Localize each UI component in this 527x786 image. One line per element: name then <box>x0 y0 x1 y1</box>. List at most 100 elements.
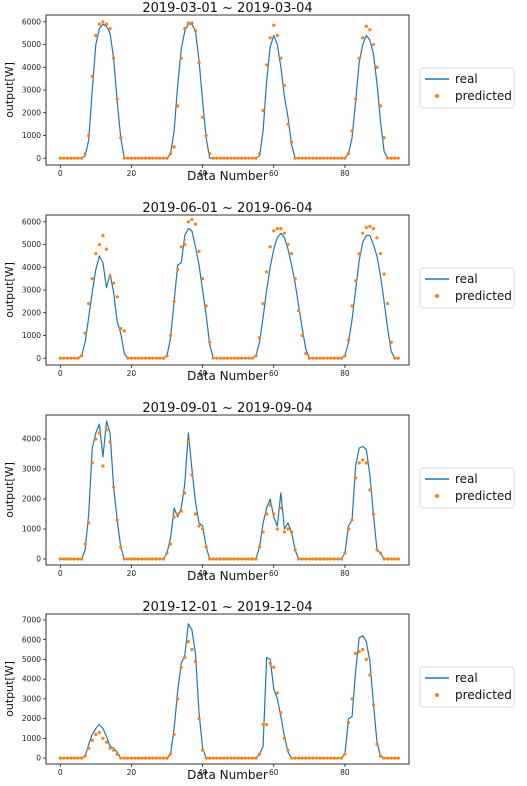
predicted-point <box>161 756 166 760</box>
x-tick-label: 20 <box>127 369 137 378</box>
predicted-point <box>354 279 358 283</box>
predicted-point <box>307 356 311 360</box>
predicted-point <box>115 518 119 522</box>
predicted-point <box>325 356 329 360</box>
predicted-point <box>329 756 333 760</box>
predicted-point <box>343 156 347 160</box>
y-tick-label: 4000 <box>22 263 41 272</box>
predicted-point <box>147 356 151 360</box>
predicted-point <box>339 756 343 760</box>
y-tick-label: 3000 <box>22 694 41 703</box>
predicted-point <box>318 356 322 360</box>
plot-frame <box>45 613 410 765</box>
predicted-point <box>289 756 294 760</box>
predicted-point <box>364 657 368 661</box>
predicted-point <box>289 530 294 534</box>
predicted-point <box>329 356 333 360</box>
predicted-point <box>240 156 244 160</box>
predicted-point <box>83 542 87 546</box>
x-tick-label: 40 <box>198 768 208 777</box>
predicted-point <box>200 115 205 119</box>
predicted-point <box>204 756 208 760</box>
predicted-point <box>382 136 386 140</box>
predicted-point <box>193 29 198 33</box>
predicted-point <box>211 756 215 760</box>
predicted-point <box>368 488 372 492</box>
predicted-point <box>261 530 265 534</box>
predicted-point <box>179 509 183 513</box>
predicted-point <box>79 156 84 160</box>
predicted-point <box>350 697 354 701</box>
x-tick-label: 0 <box>58 569 63 578</box>
y-tick-label: 2000 <box>22 308 41 317</box>
predicted-point <box>286 527 290 531</box>
legend-box <box>419 67 515 109</box>
predicted-point <box>321 156 326 160</box>
predicted-point <box>83 331 87 335</box>
predicted-point <box>389 340 393 344</box>
predicted-point <box>332 156 336 160</box>
predicted-point <box>112 281 116 285</box>
predicted-point <box>297 557 301 561</box>
predicted-point <box>104 740 109 744</box>
predicted-point <box>208 557 212 561</box>
predicted-point <box>275 691 279 695</box>
predicted-point <box>243 756 247 760</box>
predicted-point <box>378 104 383 108</box>
predicted-point <box>215 557 219 561</box>
predicted-point <box>76 156 80 160</box>
predicted-point <box>129 756 134 760</box>
predicted-point <box>272 665 276 669</box>
predicted-point <box>122 756 126 760</box>
legend-label-predicted: predicted <box>455 289 512 303</box>
predicted-point <box>250 356 255 360</box>
predicted-point <box>293 548 297 552</box>
predicted-point <box>229 756 233 760</box>
predicted-point <box>108 274 112 278</box>
y-tick-label: 5000 <box>22 240 41 249</box>
predicted-point <box>300 156 304 160</box>
predicted-point <box>87 746 91 750</box>
predicted-point <box>311 156 315 160</box>
predicted-point <box>65 756 69 760</box>
predicted-point <box>268 661 272 665</box>
x-tick-label: 20 <box>127 768 137 777</box>
x-tick-label: 60 <box>269 369 279 378</box>
predicted-point <box>289 140 294 144</box>
predicted-point <box>90 461 94 465</box>
predicted-point <box>129 356 134 360</box>
predicted-point <box>179 665 183 669</box>
predicted-point <box>222 557 226 561</box>
predicted-point <box>236 356 240 360</box>
predicted-point <box>368 224 372 228</box>
predicted-point <box>233 756 237 760</box>
predicted-point <box>133 557 137 561</box>
predicted-point <box>346 338 351 342</box>
y-tick-label: 2000 <box>22 495 41 504</box>
predicted-point <box>186 640 190 644</box>
x-tick-label: 80 <box>340 768 350 777</box>
predicted-point <box>257 752 262 756</box>
predicted-point <box>83 754 87 758</box>
predicted-point <box>133 356 137 360</box>
y-tick-label: 7000 <box>22 616 41 625</box>
predicted-point <box>386 756 390 760</box>
predicted-point <box>321 756 326 760</box>
predicted-point <box>254 756 258 760</box>
predicted-point <box>236 156 240 160</box>
chart-title: 2019-09-01 ~ 2019-09-04 <box>142 401 312 416</box>
chart-title: 2019-06-01 ~ 2019-06-04 <box>142 201 312 216</box>
predicted-point <box>186 220 190 224</box>
predicted-point <box>314 356 319 360</box>
x-tick-label: 80 <box>340 369 350 378</box>
y-tick-label: 2000 <box>22 714 41 723</box>
y-tick-label: 1000 <box>22 131 41 140</box>
predicted-point <box>393 356 397 360</box>
predicted-point <box>325 756 329 760</box>
chart-panel-1: 2019-03-01 ~ 2019-03-04 0 20 40 60 80 0 1000 200… <box>3 1 515 183</box>
legend-label-real: real <box>455 272 478 286</box>
predicted-point <box>300 557 304 561</box>
predicted-point <box>151 756 155 760</box>
predicted-point <box>200 527 205 531</box>
predicted-point <box>229 156 233 160</box>
